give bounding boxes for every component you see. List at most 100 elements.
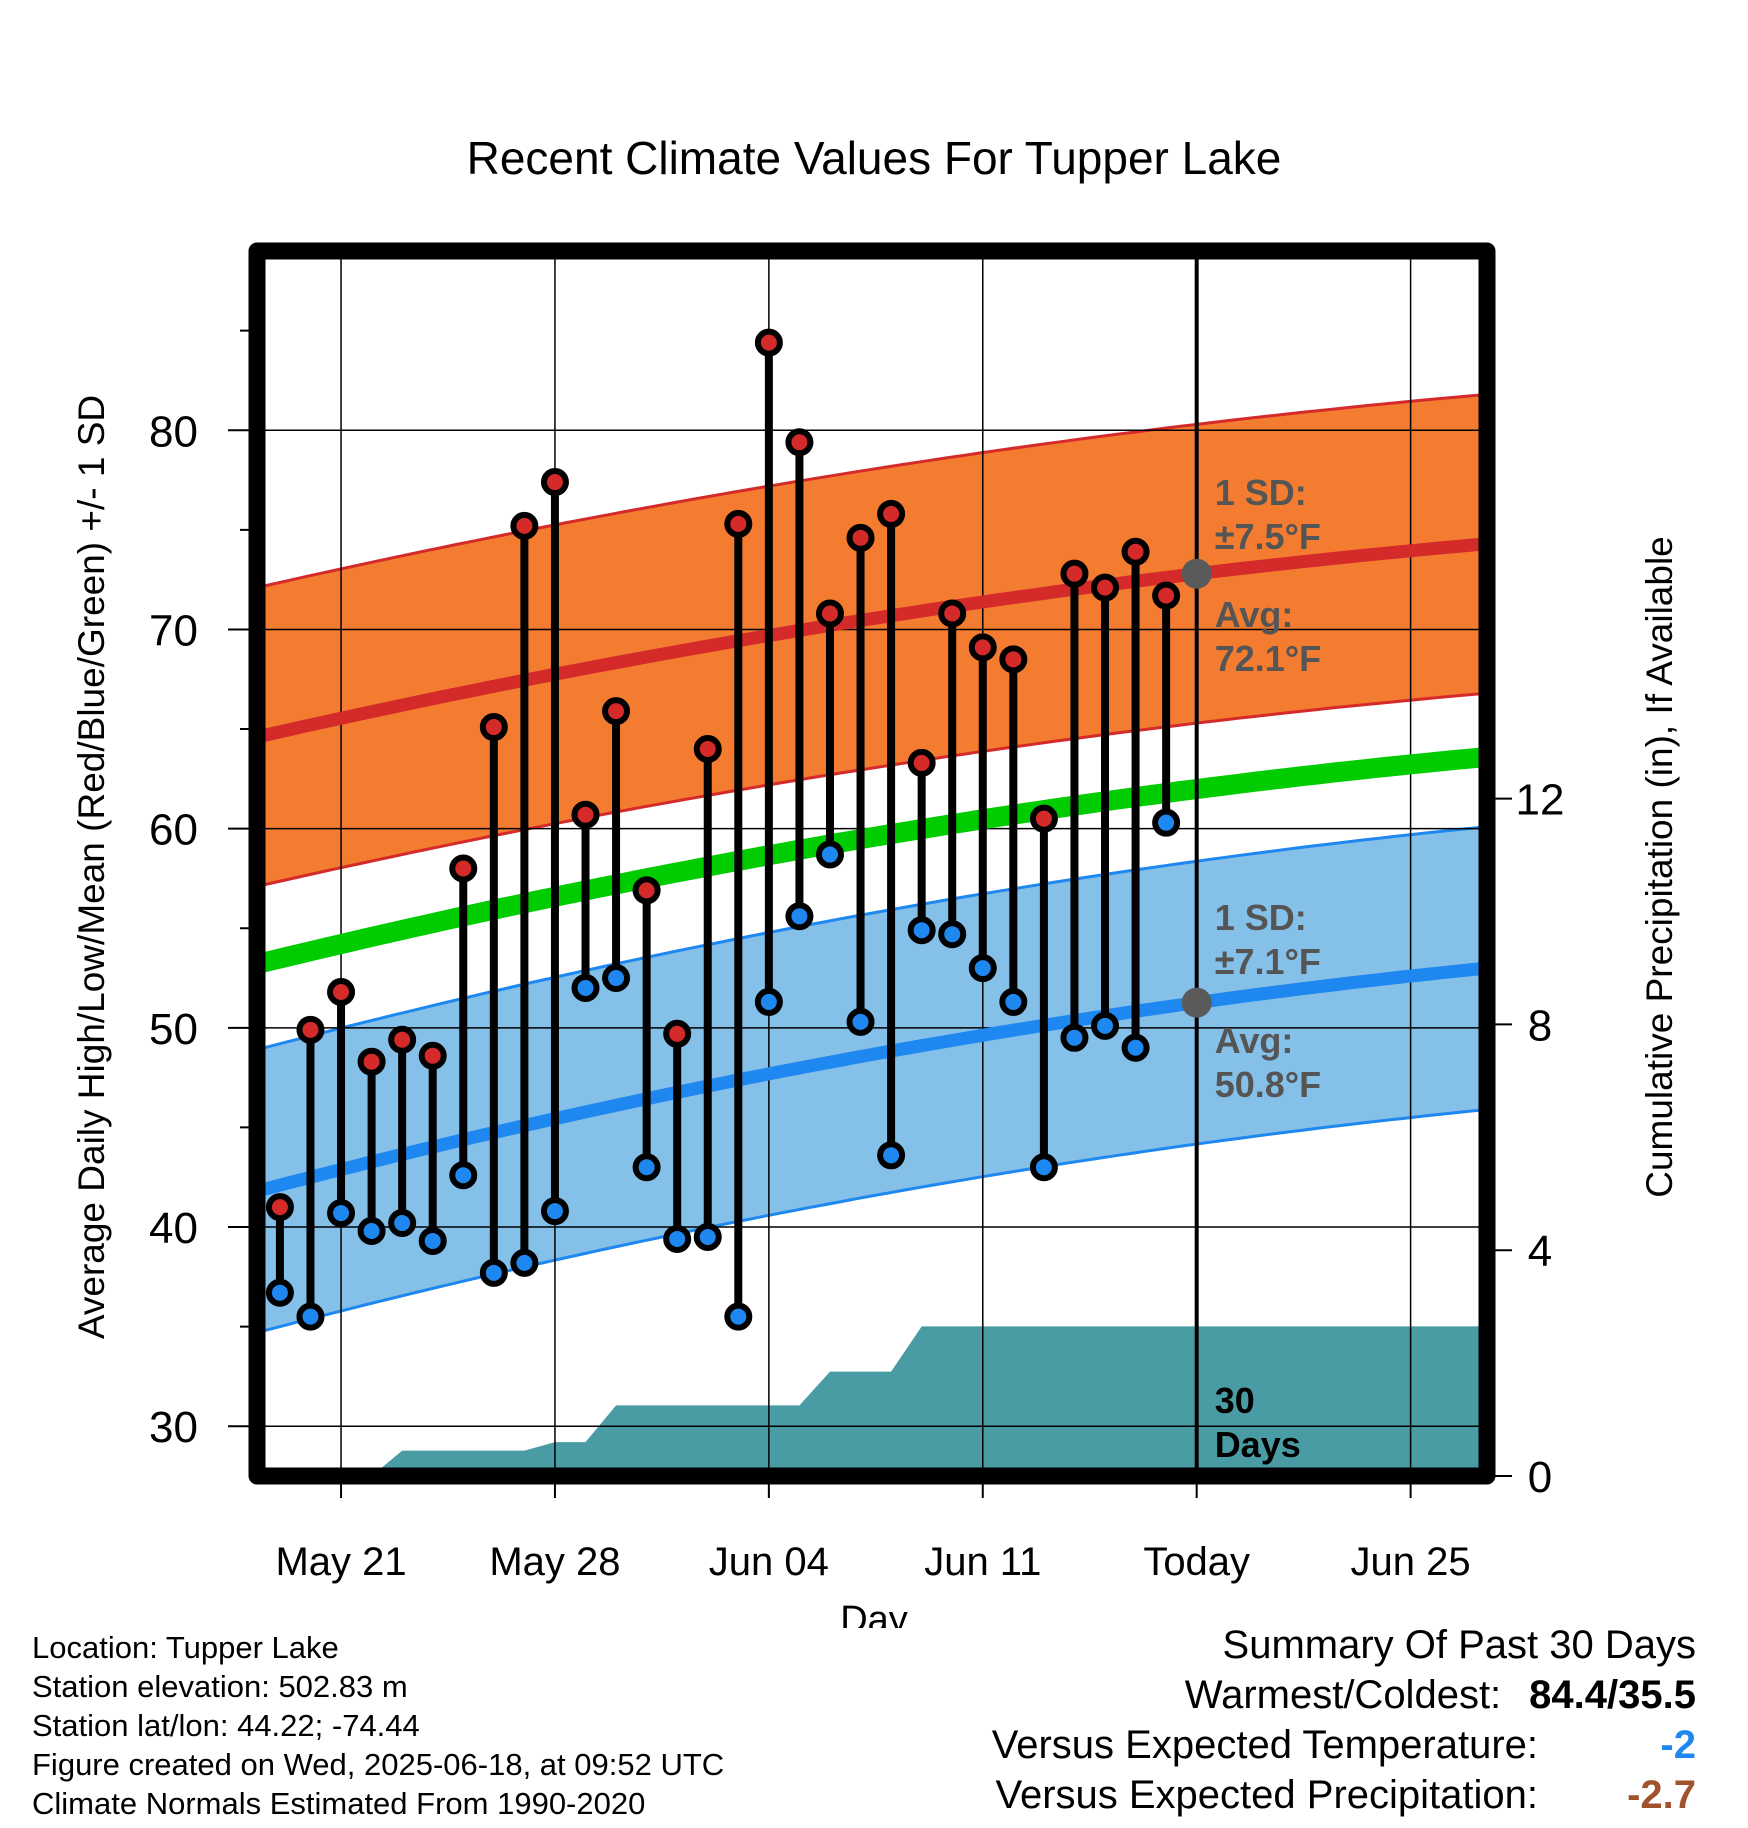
high-point bbox=[724, 509, 753, 538]
precip-value: -2.7 bbox=[1627, 1773, 1696, 1817]
location-text: Location: Tupper Lake bbox=[32, 1630, 339, 1665]
high-point bbox=[1091, 573, 1120, 602]
days-annotation: 30 Days bbox=[1215, 1380, 1301, 1465]
high-sd-band bbox=[257, 394, 1487, 887]
low-point bbox=[540, 1197, 569, 1226]
y-tick-label: 80 bbox=[149, 407, 198, 456]
high-point bbox=[846, 523, 875, 552]
low-point bbox=[938, 920, 967, 949]
low-point bbox=[418, 1226, 447, 1255]
warm-cold-label: Warmest/Coldest: bbox=[1184, 1673, 1502, 1717]
low-point bbox=[1060, 1023, 1089, 1052]
low-point bbox=[632, 1153, 661, 1182]
high-avg-annotation-line: 72.1°F bbox=[1215, 638, 1321, 679]
high-point bbox=[938, 599, 967, 628]
summary-panel: Summary Of Past 30 Days Warmest/Coldest:… bbox=[992, 1620, 1696, 1820]
y-tick-label: 40 bbox=[149, 1204, 198, 1253]
latlon-text: Station lat/lon: 44.22; -74.44 bbox=[32, 1708, 420, 1743]
warm-cold-value: 84.4/35.5 bbox=[1529, 1673, 1696, 1717]
station-info: Location: Tupper Lake Station elevation:… bbox=[32, 1628, 724, 1823]
high-point bbox=[663, 1019, 692, 1048]
y-tick-label: 30 bbox=[149, 1403, 198, 1452]
low-avg-annotation-line: Avg: bbox=[1215, 1020, 1294, 1061]
high-point bbox=[968, 633, 997, 662]
low-point bbox=[357, 1217, 386, 1245]
daily-series bbox=[265, 328, 1181, 1331]
low-point bbox=[449, 1161, 478, 1190]
low-point bbox=[510, 1248, 539, 1277]
y2-tick-label: 8 bbox=[1528, 1001, 1552, 1050]
low-sd-lower-edge bbox=[256, 1108, 1488, 1335]
high-point bbox=[602, 697, 631, 726]
high-point bbox=[877, 499, 906, 528]
high-point bbox=[510, 511, 539, 540]
low-point bbox=[296, 1302, 325, 1331]
days-annotation-line: 30 bbox=[1215, 1380, 1255, 1421]
low-point bbox=[907, 916, 936, 945]
axes: 30 40 50 60 70 80 0 4 8 12 May 21 May 28 Jun 04 Jun 1… bbox=[149, 242, 1565, 1584]
y2-axis-label: Cumulative Precipitation (in), If Availa… bbox=[1639, 536, 1680, 1198]
y2-tick-label: 0 bbox=[1528, 1453, 1552, 1502]
y-tick-label: 50 bbox=[149, 1005, 198, 1054]
low-point bbox=[968, 954, 997, 983]
low-sd-annotation-line: 1 SD: bbox=[1215, 897, 1307, 938]
high-point bbox=[785, 428, 814, 457]
high-avg-annotation-line: Avg: bbox=[1215, 594, 1294, 635]
y2-tick-label: 12 bbox=[1516, 776, 1565, 825]
low-point bbox=[1121, 1033, 1150, 1062]
climate-chart: Recent Climate Values For Tupper Lake 1 … bbox=[71, 132, 1680, 1628]
high-sd-annotation-line: 1 SD: bbox=[1215, 472, 1307, 513]
low-point bbox=[724, 1302, 753, 1331]
y-tick-label: 70 bbox=[149, 606, 198, 655]
low-point bbox=[877, 1141, 906, 1170]
elevation-text: Station elevation: 502.83 m bbox=[32, 1669, 408, 1704]
high-sd-upper-edge bbox=[256, 392, 1488, 590]
days-annotation-line: Days bbox=[1215, 1424, 1301, 1465]
high-point bbox=[479, 713, 508, 742]
created-text: Figure created on Wed, 2025-06-18, at 09… bbox=[32, 1747, 725, 1782]
low-sd-annotation-line: ±7.1°F bbox=[1215, 941, 1321, 982]
low-avg-annotation-line: 50.8°F bbox=[1215, 1064, 1321, 1105]
high-point bbox=[907, 748, 936, 777]
low-point bbox=[663, 1224, 692, 1253]
precip-layer bbox=[257, 1326, 1487, 1476]
x-tick-label: Today bbox=[1143, 1540, 1250, 1584]
low-point bbox=[846, 1007, 875, 1036]
x-tick-label: Jun 04 bbox=[709, 1540, 829, 1584]
high-point bbox=[1029, 804, 1058, 833]
low-point bbox=[999, 987, 1028, 1016]
low-point bbox=[1091, 1011, 1120, 1040]
x-tick-label: Jun 11 bbox=[924, 1540, 1041, 1584]
warm-cold-row: Warmest/Coldest: 84.4/35.5 bbox=[992, 1670, 1696, 1720]
high-point bbox=[540, 468, 569, 497]
precip-row: Versus Expected Precipitation: -2.7 bbox=[992, 1770, 1696, 1820]
plot-frame bbox=[248, 242, 1496, 1485]
today-high-normal-marker bbox=[1181, 558, 1212, 589]
high-avg-annotation: Avg: 72.1°F bbox=[1215, 594, 1321, 679]
high-sd-annotation-line: ±7.5°F bbox=[1215, 516, 1321, 557]
high-point bbox=[449, 854, 478, 883]
low-point bbox=[571, 973, 600, 1002]
low-point bbox=[815, 840, 844, 869]
high-point bbox=[1152, 581, 1181, 610]
high-point bbox=[1121, 537, 1150, 566]
temp-value: -2 bbox=[1660, 1723, 1696, 1767]
y2-tick-label: 4 bbox=[1528, 1227, 1552, 1276]
high-normal-line bbox=[255, 537, 1488, 744]
chart-title: Recent Climate Values For Tupper Lake bbox=[467, 132, 1282, 184]
high-point bbox=[327, 977, 356, 1006]
precip-label: Versus Expected Precipitation: bbox=[995, 1773, 1538, 1817]
normals-text: Climate Normals Estimated From 1990-2020 bbox=[32, 1786, 646, 1821]
x-axis-label: Day bbox=[840, 1599, 908, 1628]
high-point bbox=[571, 800, 600, 829]
high-point bbox=[265, 1193, 294, 1222]
high-sd-lower-edge bbox=[256, 691, 1488, 888]
high-point bbox=[999, 645, 1028, 674]
high-point bbox=[418, 1041, 447, 1070]
low-sd-annotation: 1 SD: ±7.1°F bbox=[1215, 897, 1321, 982]
x-tick-label: May 28 bbox=[489, 1540, 620, 1584]
today-low-normal-marker bbox=[1181, 987, 1212, 1018]
y-tick-label: 60 bbox=[149, 806, 198, 855]
low-point bbox=[693, 1222, 722, 1251]
